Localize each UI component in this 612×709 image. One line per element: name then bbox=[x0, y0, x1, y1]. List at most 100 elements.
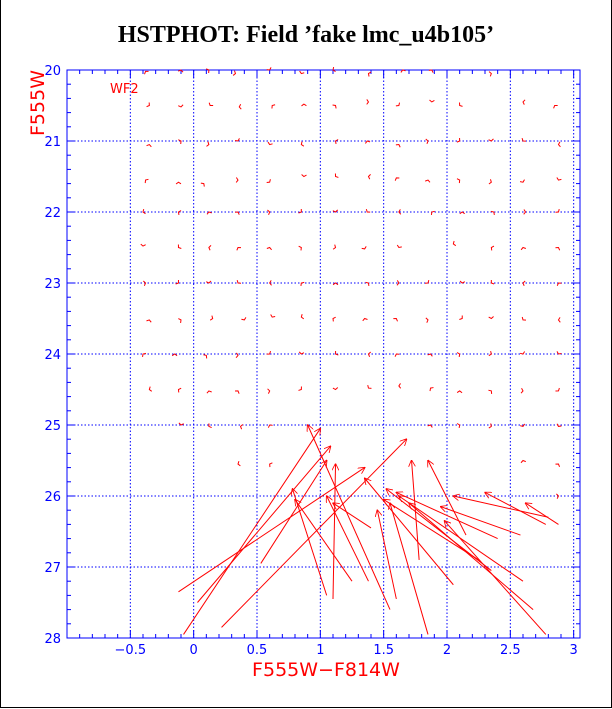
x-tick-label: 0.5 bbox=[247, 643, 268, 658]
vector-marker bbox=[298, 245, 302, 251]
vector-marker bbox=[424, 279, 430, 284]
vector-marker bbox=[178, 139, 182, 145]
vector-marker bbox=[521, 137, 527, 142]
vector-arrow bbox=[327, 496, 369, 582]
vector-marker bbox=[490, 245, 495, 251]
vector-marker bbox=[146, 319, 152, 323]
vector-marker bbox=[234, 211, 240, 215]
vector-marker bbox=[367, 385, 372, 389]
vector-marker bbox=[396, 280, 400, 286]
vector-marker bbox=[206, 390, 212, 394]
vector-marker bbox=[269, 280, 272, 286]
vector-marker bbox=[235, 352, 239, 359]
vector-marker bbox=[266, 67, 272, 71]
vector-marker bbox=[456, 178, 461, 184]
vector-marker bbox=[208, 245, 212, 251]
vector-marker bbox=[300, 141, 305, 147]
vector-arrow bbox=[444, 521, 547, 635]
panel-label: WF2 bbox=[110, 82, 139, 97]
y-tick-label: 23 bbox=[44, 277, 61, 292]
vector-marker bbox=[332, 316, 336, 322]
vector-marker bbox=[236, 279, 242, 284]
vector-marker bbox=[488, 423, 492, 429]
vector-marker bbox=[298, 208, 302, 214]
vector-marker bbox=[456, 352, 461, 358]
vector-marker bbox=[237, 461, 241, 467]
vector-marker bbox=[332, 66, 336, 73]
vector-marker bbox=[208, 102, 214, 107]
vector-marker bbox=[266, 246, 272, 251]
vector-marker bbox=[171, 353, 178, 357]
vector-marker bbox=[144, 70, 149, 75]
vector-arrow bbox=[197, 446, 330, 603]
vector-arrow bbox=[386, 489, 492, 571]
vector-marker bbox=[395, 144, 401, 148]
vector-marker bbox=[427, 424, 433, 428]
vector-marker bbox=[490, 280, 495, 285]
vector-marker bbox=[520, 388, 524, 394]
vector-marker bbox=[235, 177, 239, 183]
vector-marker bbox=[208, 423, 212, 429]
vector-marker bbox=[178, 69, 184, 73]
vector-marker bbox=[300, 281, 305, 287]
vector-arrow bbox=[365, 478, 454, 586]
vector-marker bbox=[523, 209, 527, 215]
vector-arrow bbox=[428, 461, 467, 536]
vector-marker bbox=[425, 317, 429, 323]
vector-marker bbox=[206, 141, 210, 147]
vector-marker bbox=[488, 389, 493, 394]
vector-marker bbox=[556, 493, 560, 499]
vector-marker bbox=[238, 104, 242, 110]
vector-arrow bbox=[441, 507, 521, 536]
vector-marker bbox=[427, 353, 433, 357]
vector-arrow bbox=[390, 503, 429, 635]
vector-marker bbox=[396, 244, 402, 249]
vector-arrow bbox=[377, 510, 397, 600]
vector-marker bbox=[299, 70, 305, 75]
vector-marker bbox=[459, 211, 465, 215]
vector-marker bbox=[271, 104, 276, 109]
vector-marker bbox=[206, 211, 212, 215]
vector-marker bbox=[300, 314, 305, 320]
vector-marker bbox=[488, 316, 494, 320]
x-tick-label: 1.5 bbox=[373, 643, 394, 658]
vector-marker bbox=[522, 280, 526, 286]
y-tick-label: 24 bbox=[44, 348, 61, 363]
vector-marker bbox=[459, 280, 466, 284]
vector-arrow bbox=[453, 496, 549, 518]
vector-marker bbox=[488, 71, 492, 77]
vector-marker bbox=[269, 462, 273, 468]
vector-arrow bbox=[260, 461, 327, 564]
vector-marker bbox=[394, 177, 400, 181]
vector-marker bbox=[556, 282, 562, 286]
vector-marker bbox=[267, 141, 273, 146]
y-axis-title: F555W bbox=[27, 70, 49, 136]
vector-marker bbox=[177, 244, 182, 249]
vector-arrow bbox=[412, 461, 420, 560]
vector-marker bbox=[429, 387, 434, 392]
vector-marker bbox=[241, 317, 247, 321]
vector-marker bbox=[398, 383, 402, 389]
vector-marker bbox=[520, 246, 526, 251]
y-tick-label: 20 bbox=[44, 64, 61, 79]
vector-marker bbox=[178, 318, 182, 323]
y-tick-label: 27 bbox=[44, 561, 61, 576]
x-tick-label: 1 bbox=[316, 643, 324, 658]
vector-marker bbox=[556, 351, 562, 355]
y-tick-label: 22 bbox=[44, 206, 61, 221]
vector-marker bbox=[452, 240, 457, 247]
vector-marker bbox=[209, 315, 214, 321]
vector-marker bbox=[365, 281, 370, 287]
vector-arrow bbox=[221, 439, 407, 628]
vector-marker bbox=[267, 388, 271, 394]
grid-layer bbox=[67, 70, 580, 638]
vector-marker bbox=[428, 69, 434, 73]
y-tick-label: 26 bbox=[44, 490, 61, 505]
vector-marker bbox=[234, 138, 240, 142]
vector-marker bbox=[361, 246, 367, 250]
y-tick-label: 25 bbox=[44, 419, 61, 434]
vector-marker bbox=[144, 178, 149, 184]
vector-arrow bbox=[409, 503, 534, 610]
vector-marker bbox=[394, 353, 400, 357]
